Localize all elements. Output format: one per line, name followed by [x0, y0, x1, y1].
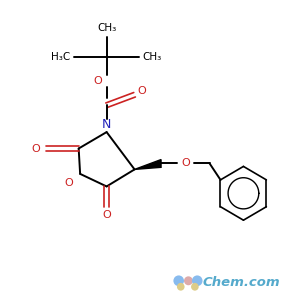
Circle shape	[192, 275, 202, 286]
Text: Chem.com: Chem.com	[202, 276, 280, 289]
Text: N: N	[102, 118, 111, 131]
Text: H₃C: H₃C	[51, 52, 70, 62]
Circle shape	[173, 275, 184, 286]
Text: O: O	[64, 178, 73, 188]
Text: O: O	[102, 210, 111, 220]
Text: O: O	[93, 76, 102, 86]
Text: O: O	[137, 86, 146, 96]
Text: CH₃: CH₃	[97, 22, 116, 33]
Circle shape	[191, 283, 199, 291]
Text: CH₃: CH₃	[142, 52, 162, 62]
Circle shape	[177, 283, 184, 291]
Polygon shape	[135, 160, 161, 170]
Circle shape	[184, 276, 193, 285]
Text: O: O	[181, 158, 190, 168]
Text: O: O	[32, 143, 40, 154]
